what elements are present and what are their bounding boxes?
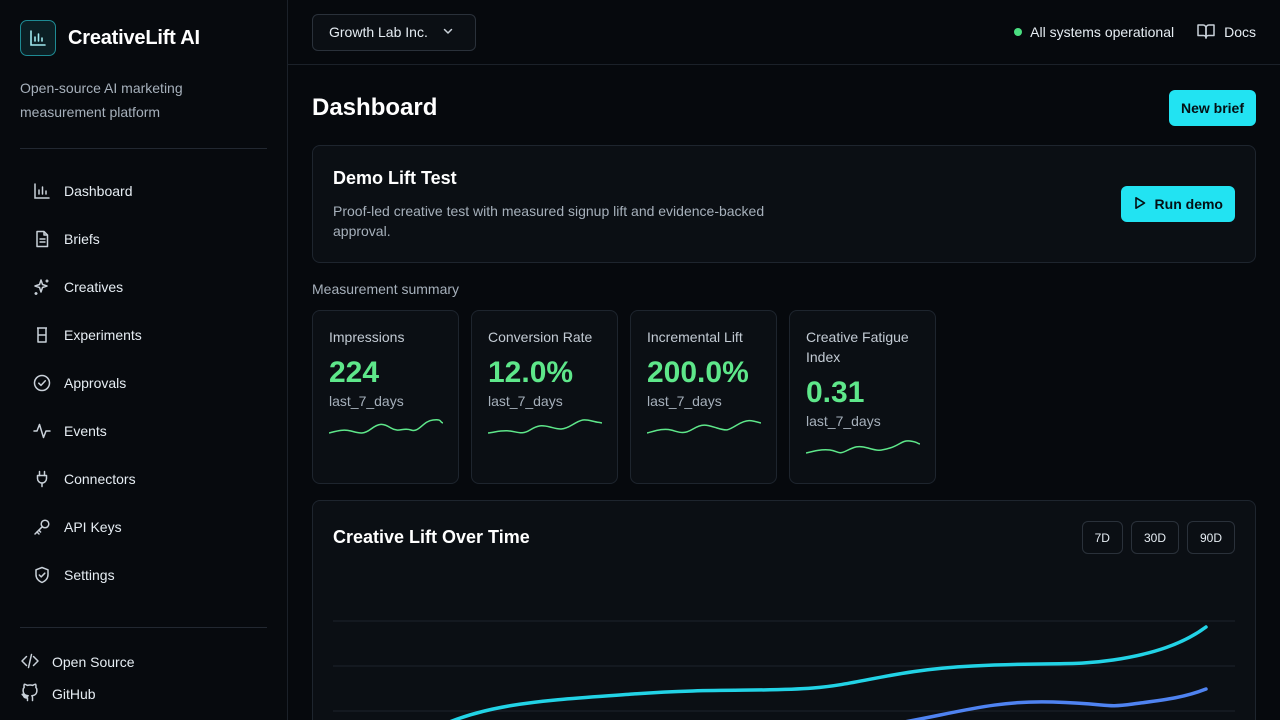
metric-value: 200.0%: [647, 356, 749, 389]
sidebar-nav: Dashboard Briefs Creatives Experiments: [20, 167, 267, 599]
range-button-7d[interactable]: 7D: [1081, 521, 1123, 554]
brand-tagline: Open-source AI marketing measurement pla…: [20, 80, 183, 120]
shield-check-icon: [32, 565, 52, 585]
sidebar-item-label: Briefs: [64, 231, 100, 247]
brand-name: CreativeLift AI: [68, 26, 200, 49]
sidebar-item-label: Connectors: [64, 471, 136, 487]
activity-icon: [32, 421, 52, 441]
sparkline: [647, 419, 761, 434]
sidebar-item-dashboard[interactable]: Dashboard: [20, 167, 267, 215]
docs-label: Docs: [1224, 24, 1256, 40]
main-area: Growth Lab Inc. All systems operational …: [288, 0, 1280, 720]
metric-card-creative-fatigue-index: Creative Fatigue Index 0.31 last_7_days: [789, 310, 936, 484]
bar-chart-icon: [20, 20, 56, 56]
github-icon: [20, 683, 40, 706]
check-circle-icon: [32, 373, 52, 393]
sidebar-item-connectors[interactable]: Connectors: [20, 455, 267, 503]
brand[interactable]: CreativeLift AI: [20, 20, 267, 56]
status-dot-icon: [1014, 28, 1023, 36]
chevron-down-icon: [442, 24, 454, 40]
code-icon: [20, 651, 40, 674]
metric-card-incremental-lift: Incremental Lift 200.0% last_7_days: [630, 310, 777, 484]
metric-value: 224: [329, 356, 380, 389]
sparkline: [806, 440, 920, 454]
sidebar-item-settings[interactable]: Settings: [20, 551, 267, 599]
series-line-secondary: [905, 687, 1208, 720]
metric-period: last_7_days: [488, 393, 563, 409]
metric-period: last_7_days: [329, 393, 404, 409]
plug-icon: [32, 469, 52, 489]
github-link[interactable]: GitHub: [20, 678, 267, 710]
metric-card-impressions: Impressions 224 last_7_days: [312, 310, 459, 484]
metric-label: Incremental Lift: [647, 329, 743, 345]
run-demo-button[interactable]: Run demo: [1120, 186, 1235, 222]
metric-label: Impressions: [329, 329, 405, 345]
sidebar-item-label: Creatives: [64, 279, 124, 295]
metrics-row: Impressions 224 last_7_days Conversion R…: [312, 310, 1256, 484]
sidebar-item-api-keys[interactable]: API Keys: [20, 503, 267, 551]
chart-title: Creative Lift Over Time: [333, 527, 530, 547]
sparkline: [488, 419, 602, 434]
range-button-90d[interactable]: 90D: [1186, 521, 1235, 554]
range-selector: 7D 30D 90D: [1081, 521, 1235, 554]
sidebar-item-approvals[interactable]: Approvals: [20, 359, 267, 407]
run-demo-label: Run demo: [1154, 196, 1223, 212]
metric-label: Creative Fatigue Index: [806, 329, 909, 365]
metric-period: last_7_days: [647, 393, 722, 409]
new-brief-button[interactable]: New brief: [1168, 89, 1256, 126]
org-name: Growth Lab Inc.: [329, 24, 428, 40]
book-open-icon: [1196, 21, 1216, 44]
metric-value: 12.0%: [488, 356, 574, 389]
play-icon: [1133, 196, 1147, 213]
docs-link[interactable]: Docs: [1196, 21, 1256, 44]
sidebar-item-creatives[interactable]: Creatives: [20, 263, 267, 311]
sidebar-item-label: API Keys: [64, 519, 122, 535]
demo-description: Proof-led creative test with measured si…: [333, 202, 765, 239]
sidebar-item-experiments[interactable]: Experiments: [20, 311, 267, 359]
org-selector[interactable]: Growth Lab Inc.: [312, 13, 476, 51]
open-source-label: Open Source: [52, 654, 135, 670]
sidebar: CreativeLift AI Open-source AI marketing…: [0, 0, 288, 720]
sidebar-divider: [20, 148, 267, 149]
page-title: Dashboard: [312, 93, 438, 121]
creative-lift-chart-card: Creative Lift Over Time 7D 30D 90D: [312, 500, 1256, 720]
bar-chart-icon: [32, 181, 52, 201]
demo-lift-test-card: Demo Lift Test Proof-led creative test w…: [312, 145, 1256, 263]
github-label: GitHub: [52, 686, 96, 702]
topbar: Growth Lab Inc. All systems operational …: [288, 0, 1280, 65]
sparkline: [329, 419, 443, 434]
sidebar-footer: Open Source GitHub: [20, 627, 267, 710]
metric-value: 0.31: [806, 376, 865, 409]
sidebar-item-label: Settings: [64, 567, 115, 583]
key-icon: [32, 517, 52, 537]
sidebar-item-label: Events: [64, 423, 107, 439]
beaker-icon: [32, 325, 52, 345]
lift-chart-plot: [333, 620, 1235, 720]
status-text: All systems operational: [1030, 24, 1175, 40]
sidebar-item-briefs[interactable]: Briefs: [20, 215, 267, 263]
sidebar-item-label: Dashboard: [64, 183, 133, 199]
demo-title: Demo Lift Test: [333, 167, 457, 188]
sidebar-item-events[interactable]: Events: [20, 407, 267, 455]
open-source-link[interactable]: Open Source: [20, 646, 267, 678]
metric-period: last_7_days: [806, 413, 881, 429]
sparkles-icon: [32, 277, 52, 297]
series-line-primary: [449, 625, 1208, 720]
metric-card-conversion-rate: Conversion Rate 12.0% last_7_days: [471, 310, 618, 484]
measurement-summary-label: Measurement summary: [312, 281, 460, 297]
sidebar-item-label: Experiments: [64, 327, 142, 343]
metric-label: Conversion Rate: [488, 329, 593, 345]
sidebar-item-label: Approvals: [64, 375, 127, 391]
document-icon: [32, 229, 52, 249]
system-status: All systems operational: [1014, 24, 1174, 40]
range-button-30d[interactable]: 30D: [1130, 521, 1179, 554]
dashboard-content: Dashboard New brief Demo Lift Test Proof…: [288, 65, 1280, 720]
